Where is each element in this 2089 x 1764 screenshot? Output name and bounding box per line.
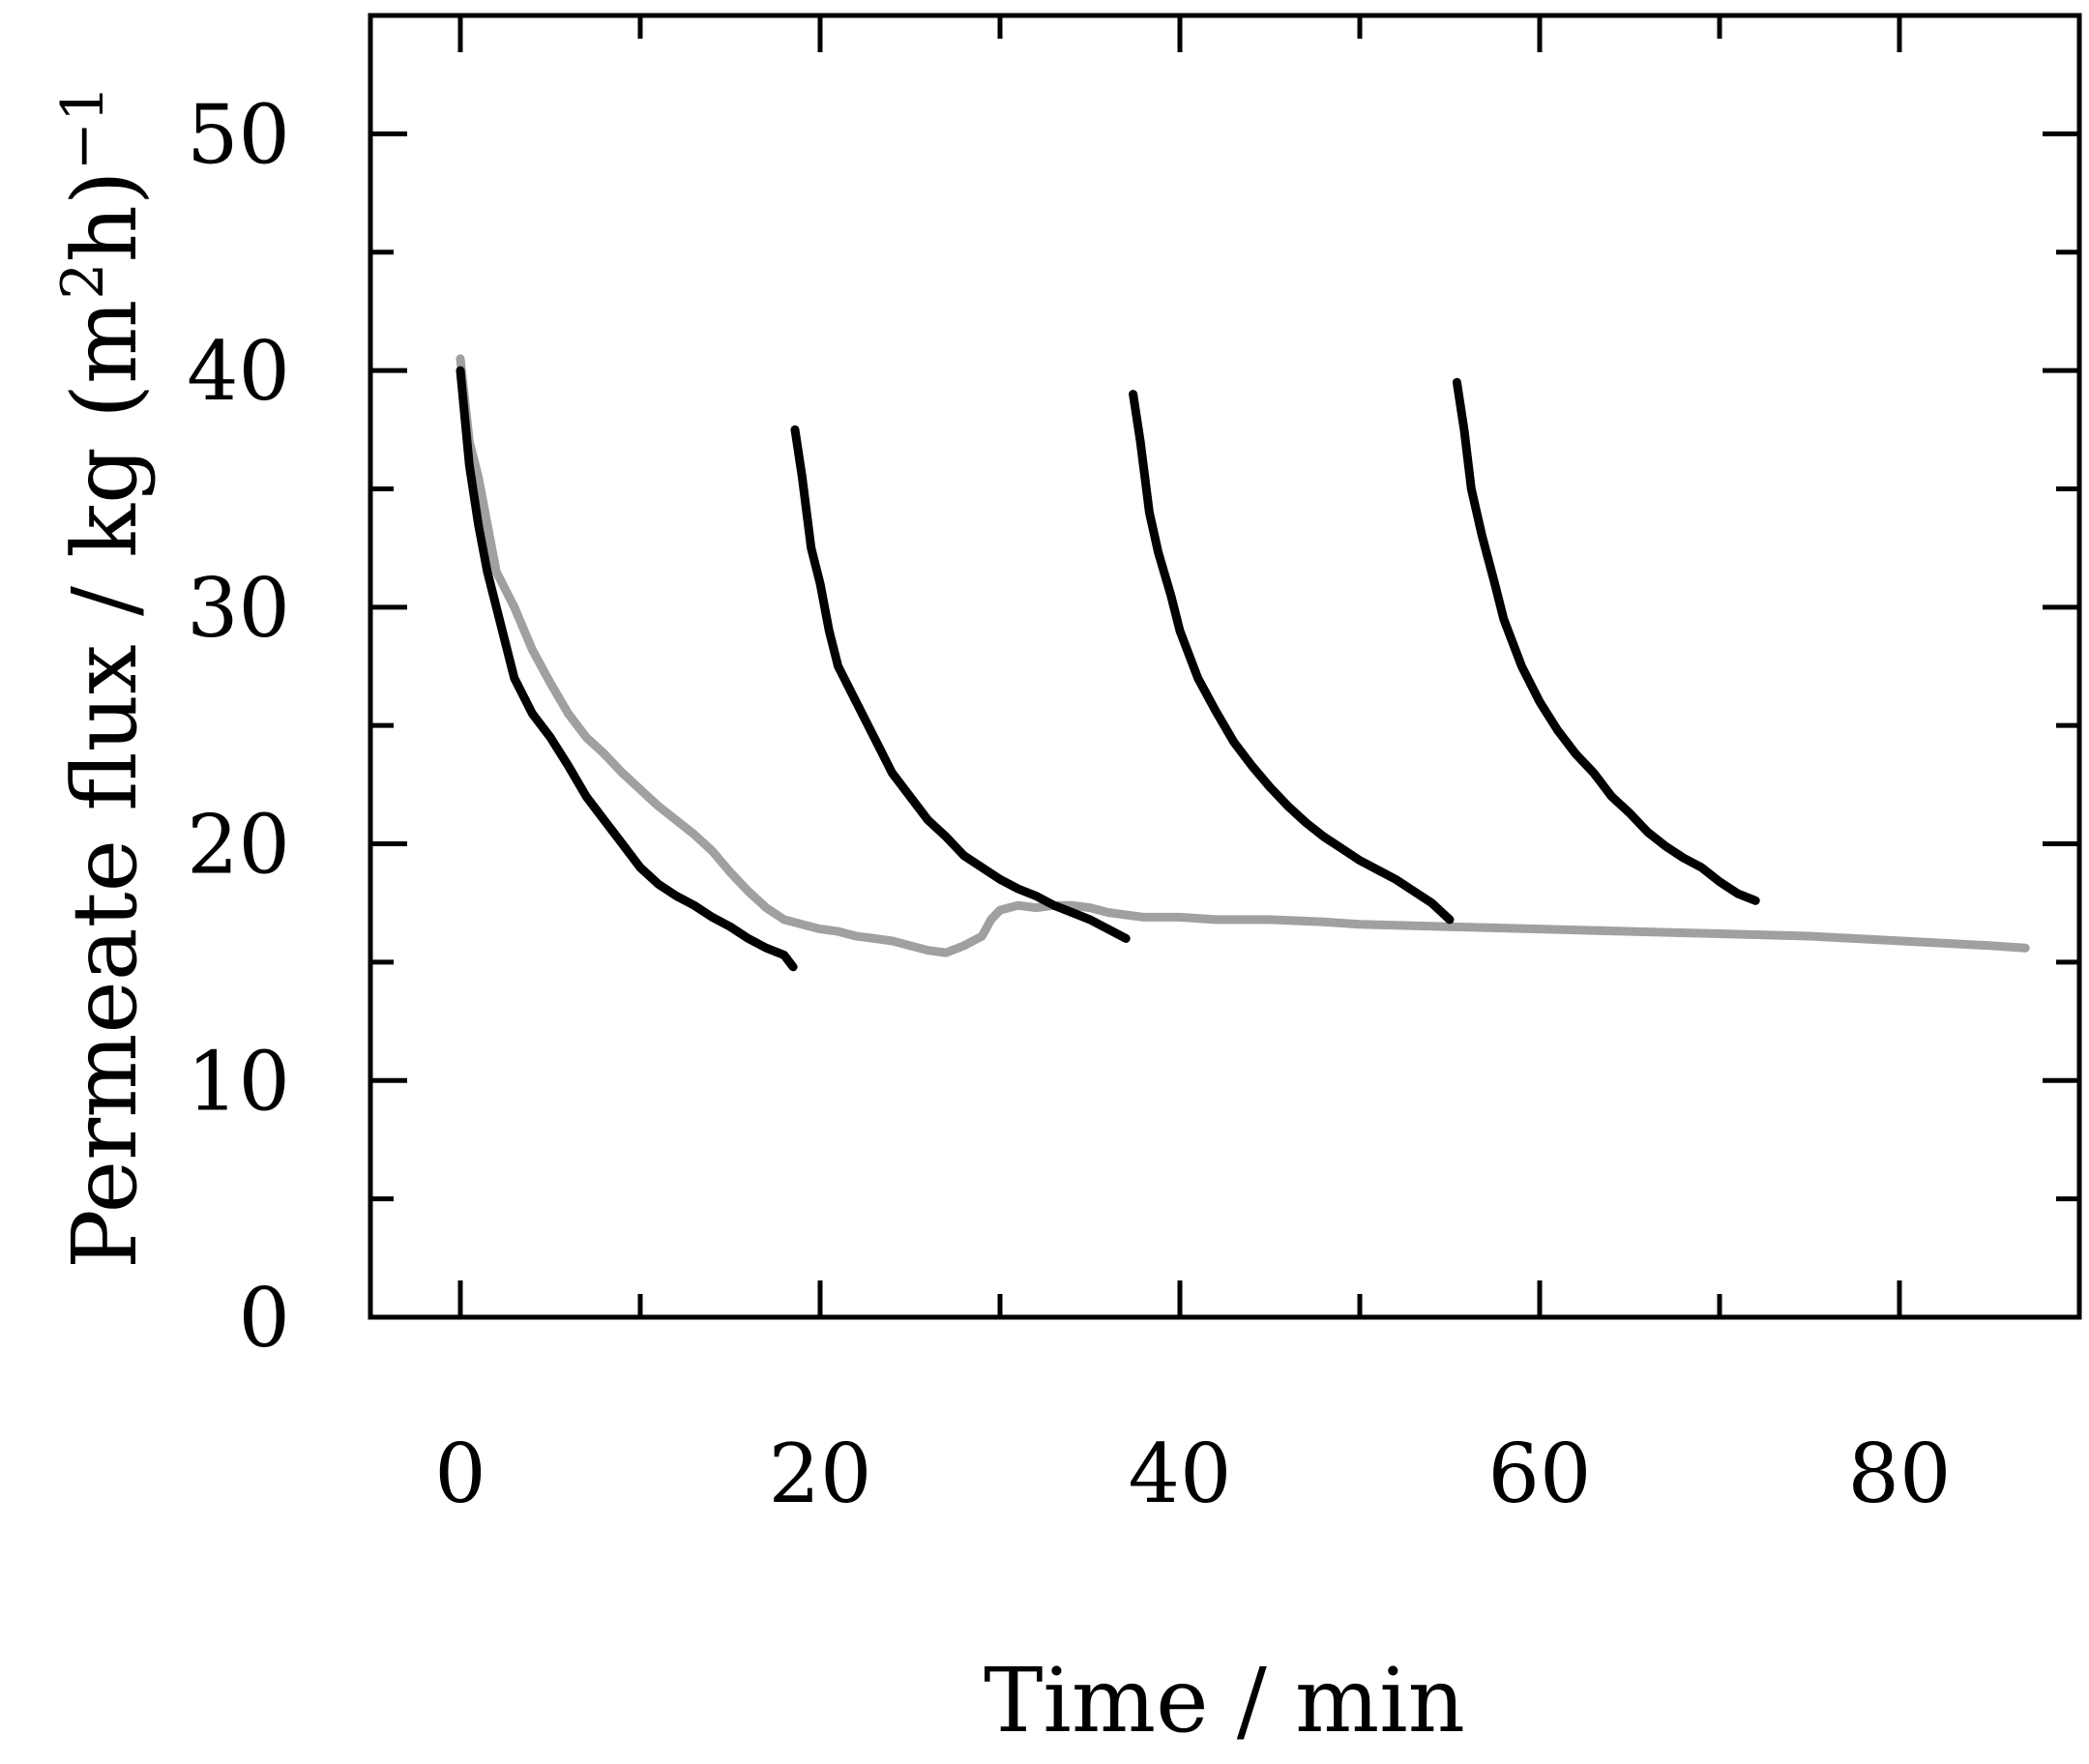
series-line-1 bbox=[456, 366, 798, 972]
series-line-4 bbox=[1452, 377, 1760, 905]
y-tick-label: 10 bbox=[187, 1034, 290, 1129]
x-axis-title: Time / min bbox=[984, 1649, 1465, 1752]
x-tick-label: 60 bbox=[1488, 1426, 1592, 1521]
axis-ticks bbox=[370, 15, 2082, 1320]
plot-frame bbox=[368, 13, 2082, 1320]
x-tick-label: 80 bbox=[1848, 1426, 1952, 1521]
x-tick-label: 40 bbox=[1129, 1426, 1232, 1521]
data-series bbox=[456, 354, 2030, 972]
y-tick-label: 50 bbox=[187, 87, 290, 182]
y-tick-label: 0 bbox=[239, 1271, 290, 1366]
y-tick-label: 30 bbox=[187, 561, 290, 656]
tick-labels: 0 20 40 60 80 0 10 20 30 40 50 bbox=[187, 87, 1951, 1521]
x-tick-label: 20 bbox=[769, 1426, 872, 1521]
y-tick-label: 40 bbox=[187, 324, 290, 419]
x-tick-label: 0 bbox=[434, 1426, 485, 1521]
series-line-5 bbox=[456, 354, 2030, 957]
series-line-3 bbox=[1129, 390, 1455, 925]
y-tick-label: 20 bbox=[187, 798, 290, 893]
y-axis-title: Permeate flux / kg (m2h)−1 bbox=[49, 85, 157, 1269]
series-line-2 bbox=[790, 425, 1131, 943]
